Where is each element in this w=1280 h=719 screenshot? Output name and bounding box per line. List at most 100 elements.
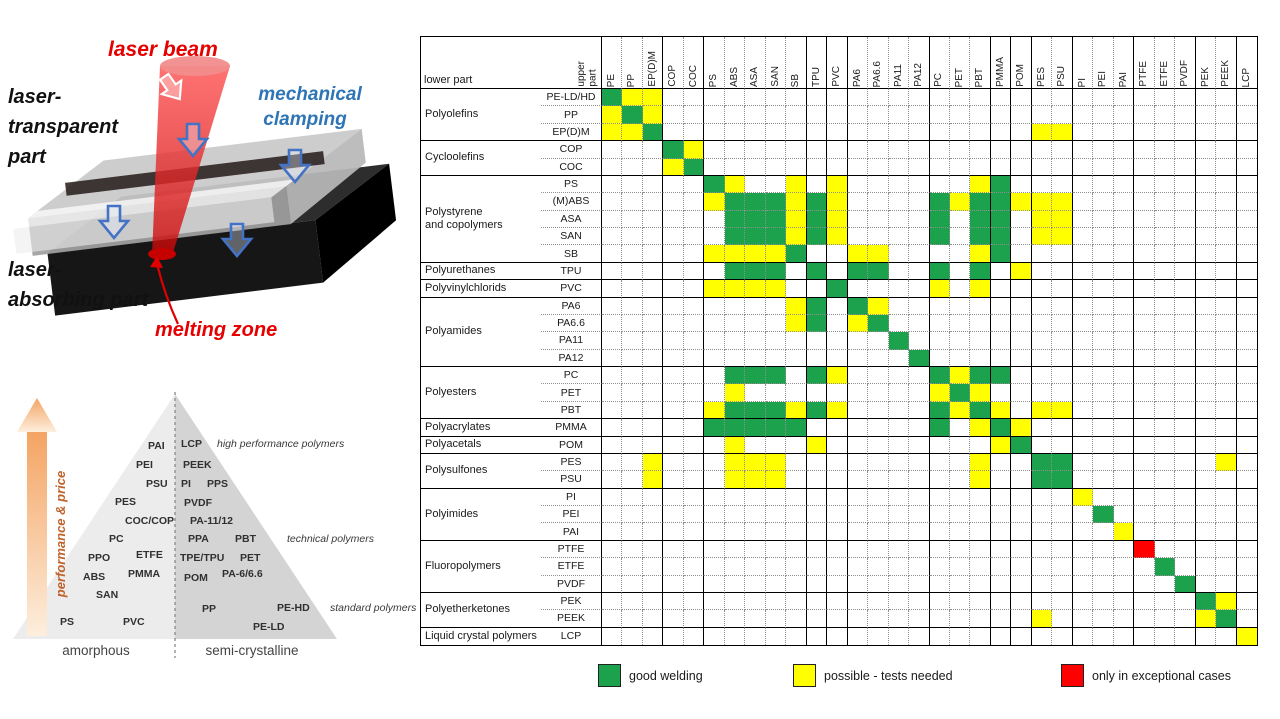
matrix-col-header: SAN <box>765 37 787 89</box>
matrix-cell <box>888 453 910 472</box>
matrix-cell <box>970 436 991 454</box>
matrix-cell <box>1195 453 1217 472</box>
matrix-col-header-label: PTFE <box>1138 61 1150 87</box>
matrix-cell <box>663 349 684 367</box>
matrix-cell <box>929 314 950 333</box>
matrix-cell <box>827 488 848 506</box>
matrix-cell <box>1052 384 1073 402</box>
matrix-cell <box>1011 471 1032 489</box>
matrix-cell <box>1216 228 1237 246</box>
matrix-cell <box>827 210 848 228</box>
matrix-cell <box>1195 540 1217 559</box>
matrix-cell <box>704 280 725 298</box>
matrix-cell <box>827 297 848 315</box>
matrix-cell <box>643 627 664 645</box>
matrix-cell <box>827 367 848 385</box>
matrix-cell <box>868 488 889 506</box>
matrix-cell <box>868 158 889 176</box>
matrix-cell <box>1032 627 1053 645</box>
matrix-cell <box>1154 419 1176 437</box>
matrix-cell <box>1072 523 1094 541</box>
matrix-cell <box>929 610 950 628</box>
matrix-cell <box>847 384 869 402</box>
matrix-cell <box>1216 419 1237 437</box>
matrix-cell <box>1031 367 1053 385</box>
matrix-col-header-label: COP <box>667 65 679 87</box>
matrix-cell <box>724 384 746 402</box>
matrix-col-header: ABS <box>724 37 746 89</box>
matrix-cell <box>1093 592 1114 611</box>
matrix-cell <box>929 367 950 385</box>
matrix-cell <box>1134 488 1155 506</box>
matrix-cell <box>602 297 623 315</box>
matrix-cell <box>909 488 930 506</box>
matrix-row-label: PEI <box>541 506 602 524</box>
matrix-cell <box>1093 540 1114 559</box>
matrix-group-label: Polyesters <box>421 367 541 420</box>
matrix-cell <box>745 592 766 611</box>
matrix-cell <box>1011 575 1032 593</box>
polymer-label: PSU <box>146 478 168 490</box>
matrix-cell <box>602 280 623 298</box>
legend-item: possible - tests needed <box>793 664 953 687</box>
matrix-cell <box>765 89 787 107</box>
matrix-cell <box>1031 488 1053 506</box>
matrix-cell <box>1113 280 1135 298</box>
matrix-row-label: PS <box>541 175 602 194</box>
matrix-cell <box>683 297 705 315</box>
matrix-cell <box>949 332 971 350</box>
matrix-cell <box>1113 436 1135 454</box>
matrix-cell <box>909 106 930 124</box>
matrix-cell <box>868 506 889 524</box>
matrix-cell <box>888 262 910 281</box>
matrix-cell <box>990 575 1012 593</box>
matrix-cell <box>1072 436 1094 454</box>
matrix-cell <box>1134 332 1155 350</box>
matrix-cell <box>806 262 828 281</box>
matrix-cell <box>888 106 910 124</box>
matrix-cell <box>765 297 787 315</box>
matrix-cell <box>949 471 971 489</box>
matrix-cell <box>1236 263 1257 281</box>
matrix-cell <box>765 384 787 402</box>
matrix-cell <box>683 523 705 541</box>
tier-label: standard polymers <box>330 602 417 614</box>
matrix-cell <box>683 210 705 228</box>
matrix-row-label: PAI <box>541 523 602 541</box>
matrix-col-header: PEEK <box>1216 37 1237 89</box>
matrix-cell <box>909 262 930 281</box>
matrix-cell <box>622 332 643 350</box>
polymer-label: PVDF <box>184 497 213 509</box>
matrix-cell <box>622 610 643 628</box>
matrix-cell <box>602 314 623 333</box>
matrix-cell <box>827 106 848 124</box>
matrix-cell <box>622 367 643 385</box>
matrix-cell <box>990 297 1012 315</box>
matrix-cell <box>909 158 930 176</box>
matrix-cell <box>1093 488 1114 506</box>
laser-beam-shape <box>148 56 230 260</box>
matrix-cell <box>990 401 1012 420</box>
matrix-cell <box>990 540 1012 559</box>
matrix-cell <box>1154 523 1176 541</box>
matrix-cell <box>1195 610 1217 628</box>
matrix-col-header: PBT <box>970 37 991 89</box>
matrix-cell <box>1093 332 1114 350</box>
matrix-cell <box>1052 575 1073 593</box>
matrix-cell <box>786 280 807 298</box>
matrix-cell <box>1236 576 1257 593</box>
matrix-cell <box>970 245 991 263</box>
polymer-label: PVC <box>123 616 145 628</box>
matrix-cell <box>1154 158 1176 176</box>
matrix-cell <box>1154 575 1176 593</box>
matrix-cell <box>683 141 705 159</box>
matrix-cell <box>1195 558 1217 576</box>
matrix-col-header: COC <box>683 37 705 89</box>
matrix-group-label: Polystyrene and copolymers <box>421 176 541 263</box>
matrix-cell <box>1072 332 1094 350</box>
matrix-cell <box>704 332 725 350</box>
matrix-cell <box>1216 627 1237 645</box>
matrix-cell <box>868 228 889 246</box>
matrix-cell <box>745 610 766 628</box>
matrix-cell <box>765 436 787 454</box>
